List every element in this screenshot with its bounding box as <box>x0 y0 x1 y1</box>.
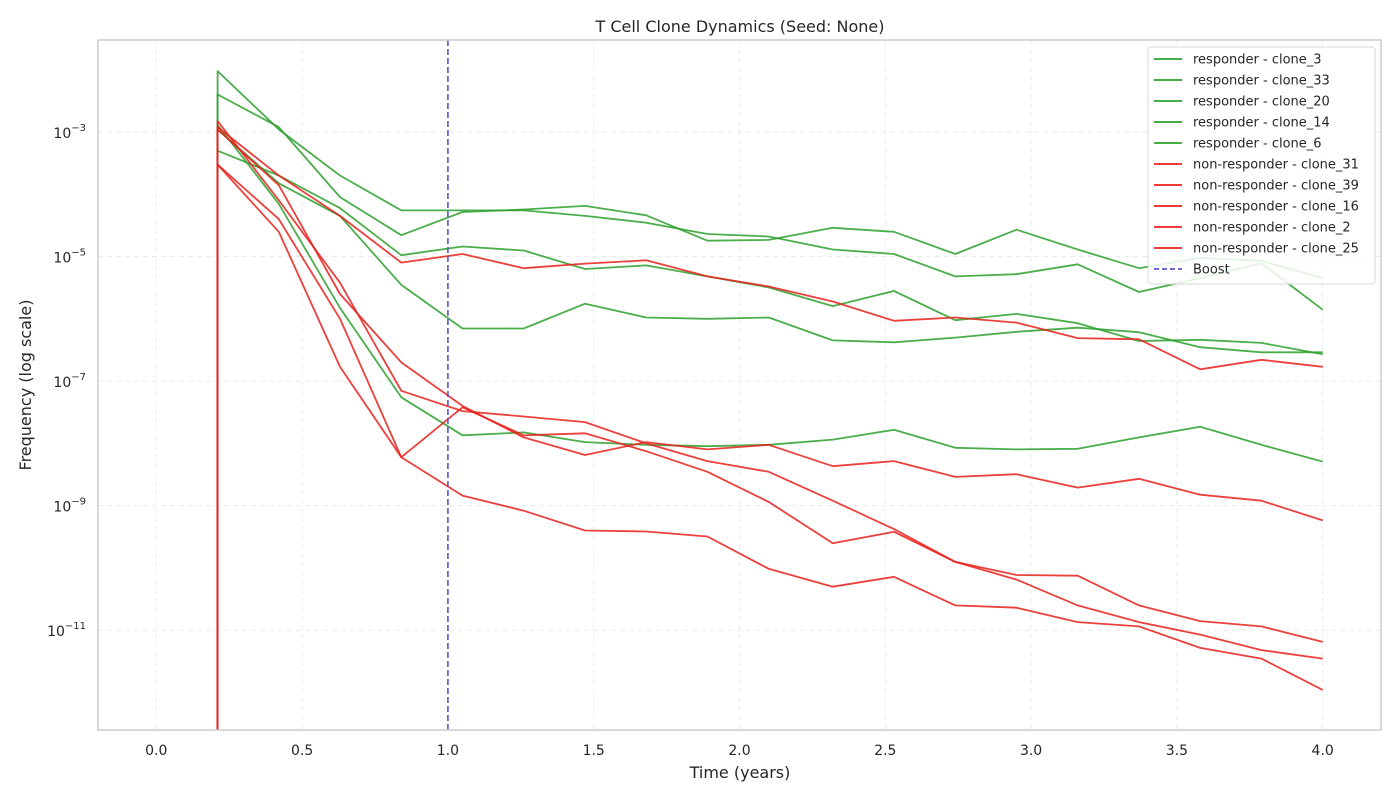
legend-label: responder - clone_20 <box>1193 95 1330 110</box>
x-tick-label: 0.0 <box>145 743 167 759</box>
chart-title: T Cell Clone Dynamics (Seed: None) <box>594 17 884 36</box>
legend-label: non-responder - clone_31 <box>1193 158 1359 173</box>
x-tick-label: 4.0 <box>1312 743 1334 759</box>
x-tick-label: 3.5 <box>1166 743 1188 759</box>
y-tick-label: 10−5 <box>53 248 86 267</box>
legend-label: non-responder - clone_25 <box>1193 242 1359 257</box>
series-line-non-responder-clone-39 <box>216 120 1323 730</box>
y-tick-label: 10−9 <box>53 497 86 516</box>
series-line-responder-clone-6 <box>216 124 1323 730</box>
series-layer <box>216 70 1324 730</box>
legend-label: Boost <box>1193 263 1230 278</box>
series-line-non-responder-clone-25 <box>216 163 1323 730</box>
x-tick-label: 3.0 <box>1020 743 1042 759</box>
y-axis-ticks: 10−3 10−5 10−7 10−9 10−11 <box>47 123 86 640</box>
x-tick-label: 1.5 <box>583 743 605 759</box>
legend: responder - clone_3 responder - clone_33r… <box>1147 46 1376 285</box>
legend-label: non-responder - clone_2 <box>1193 221 1351 236</box>
legend-label: non-responder - clone_16 <box>1193 200 1359 215</box>
legend-box <box>1147 46 1376 285</box>
x-tick-label: 2.5 <box>874 743 896 759</box>
y-tick-label: 10−11 <box>47 621 86 640</box>
series-line-responder-clone-33 <box>216 93 1323 730</box>
series-line-non-responder-clone-16 <box>216 163 1324 730</box>
y-tick-label: 10−7 <box>53 372 86 391</box>
legend-label: responder - clone_14 <box>1193 116 1330 131</box>
series-line-responder-clone-3 <box>216 70 1324 730</box>
legend-label: non-responder - clone_39 <box>1193 179 1359 194</box>
series-line-responder-clone-14 <box>216 128 1323 730</box>
x-axis-label: Time (years) <box>689 763 791 782</box>
x-tick-label: 1.0 <box>437 743 459 759</box>
x-tick-label: 2.0 <box>728 743 750 759</box>
legend-label: responder - clone_33 <box>1193 74 1330 89</box>
series-line-non-responder-clone-2 <box>216 128 1323 730</box>
y-tick-label: 10−3 <box>53 123 86 142</box>
y-axis-label: Frequency (log scale) <box>16 300 35 471</box>
x-axis-ticks: 0.0 0.5 1.0 1.5 2.0 2.5 3.0 3.5 4.0 <box>145 743 1334 759</box>
plot-frame <box>97 39 1382 731</box>
legend-label: responder - clone_6 <box>1193 137 1322 152</box>
x-tick-label: 0.5 <box>291 743 313 759</box>
legend-label: responder - clone_3 <box>1193 53 1322 68</box>
series-line-non-responder-clone-31 <box>216 126 1323 730</box>
